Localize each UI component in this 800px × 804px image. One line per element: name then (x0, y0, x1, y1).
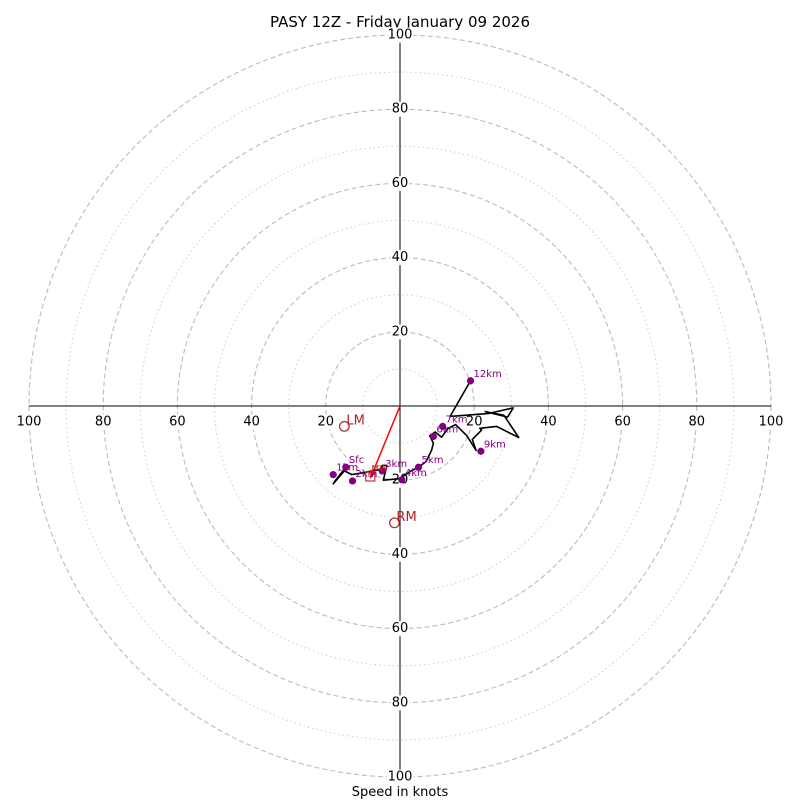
tick-left-20: 20 (318, 415, 335, 430)
tick-top-100: 100 (388, 28, 413, 43)
tick-right-20-bg (464, 414, 484, 430)
height-label-3km: 3km (385, 459, 407, 470)
tick-left-80-bg (93, 414, 113, 430)
tick-top-80-bg (390, 101, 410, 117)
tick-bottom-100-bg (386, 769, 414, 785)
tick-left-100: 100 (17, 415, 42, 430)
tick-left-40-bg (242, 414, 261, 430)
tick-top-80: 80 (392, 102, 409, 117)
tick-top-60: 60 (392, 176, 409, 191)
height-marker-1km (329, 471, 337, 479)
chart-title: PASY 12Z - Friday January 09 2026 (270, 13, 530, 31)
tick-bottom-60-bg (390, 621, 410, 637)
tick-left-60-bg (168, 414, 187, 430)
tick-left-60: 60 (169, 415, 186, 430)
storm-motion-rm (389, 517, 400, 529)
height-label-sfc: Sfc (349, 455, 364, 466)
tick-right-40: 40 (540, 415, 557, 430)
wind-trace (332, 380, 520, 485)
tick-top-20: 20 (392, 324, 409, 339)
tick-left-40: 40 (243, 415, 260, 430)
height-label-9km: 9km (484, 439, 506, 450)
tick-top-40-bg (390, 250, 410, 266)
tick-top-20-bg (390, 324, 410, 340)
height-label-12km: 12km (473, 369, 501, 380)
tick-right-40-bg (539, 414, 558, 430)
tick-right-80-bg (687, 414, 707, 430)
height-marker-12km (466, 377, 475, 385)
x-axis-label: Speed in knots (352, 785, 449, 800)
height-label-5km: 5km (422, 455, 444, 466)
height-marker-5km (414, 463, 423, 471)
height-marker-9km (477, 447, 485, 455)
storm-motion: LM RM MW (338, 413, 417, 529)
shear-vector-line (369, 405, 401, 479)
height-marker-4km (398, 476, 406, 484)
height-label-1km: 1km (336, 463, 358, 474)
tick-bottom-80-bg (390, 695, 410, 711)
tick-left-20-bg (316, 414, 336, 430)
height-label-4km: 4km (405, 468, 427, 479)
height-label-7km: 7km (446, 414, 468, 425)
wind-trace-line (332, 380, 520, 485)
height-marker-2km (348, 477, 357, 485)
tick-left-100-bg (15, 414, 43, 430)
tick-bottom-100: 100 (388, 770, 413, 785)
tick-labels: 2040608010020406080100204060801002040608… (15, 27, 785, 785)
storm-motion-label-lm: LM (346, 413, 364, 428)
mean-wind-marker (365, 471, 376, 482)
height-label-2km: 2km (356, 469, 378, 480)
height-marker-7km (439, 422, 447, 431)
tick-top-40: 40 (392, 250, 409, 265)
tick-right-80: 80 (689, 415, 706, 430)
tick-right-100: 100 (759, 415, 784, 430)
height-marker-sfc (342, 463, 350, 471)
height-marker-3km (378, 467, 386, 475)
storm-motion-label-rm: RM (396, 510, 416, 525)
mean-wind-label: MW (371, 464, 388, 474)
tick-bottom-40-bg (390, 546, 410, 562)
tick-left-80: 80 (95, 415, 112, 430)
height-marker-6km (429, 432, 437, 441)
tick-bottom-60: 60 (392, 621, 409, 636)
tick-top-100-bg (386, 27, 414, 43)
storm-motion-lm (338, 421, 350, 432)
tick-right-100-bg (757, 414, 785, 430)
tick-top-60-bg (390, 175, 410, 191)
height-label-6km: 6km (436, 424, 458, 435)
tick-right-60: 60 (614, 415, 631, 430)
tick-bottom-80: 80 (392, 695, 409, 710)
tick-right-20: 20 (466, 415, 483, 430)
tick-bottom-40: 40 (392, 547, 409, 562)
tick-right-60-bg (613, 414, 632, 430)
